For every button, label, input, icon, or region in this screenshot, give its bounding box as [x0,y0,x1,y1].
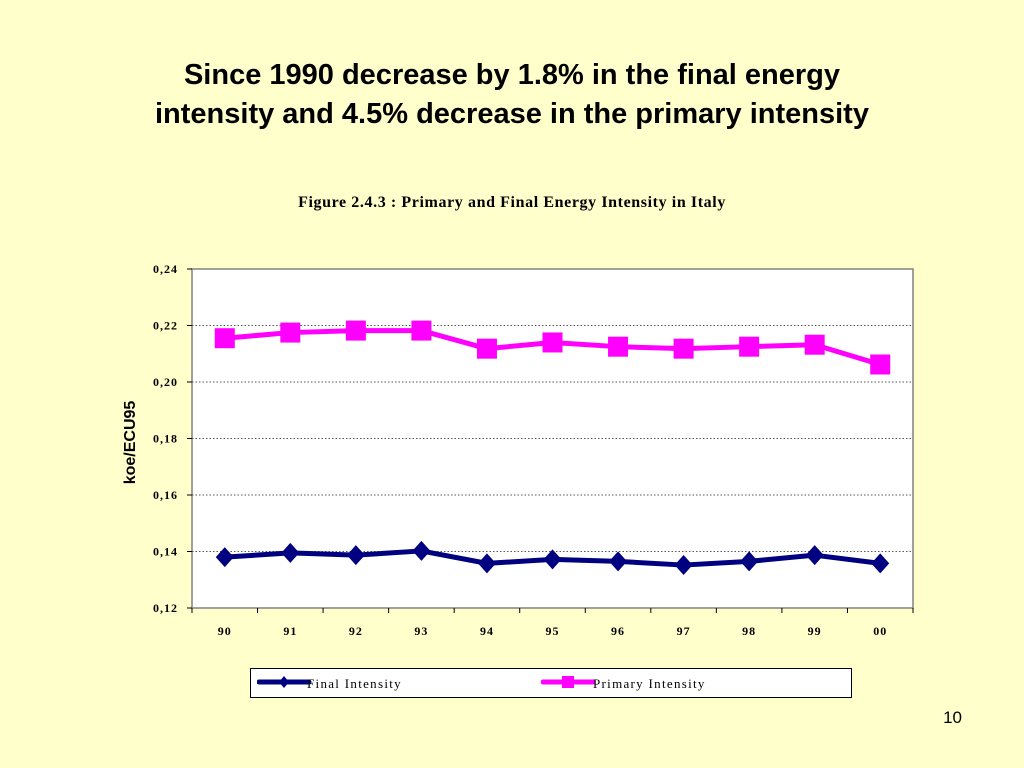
data-point-primary [280,322,301,343]
x-tick-label: 99 [808,624,822,638]
y-axis-label: koe/ECU95 [122,401,139,485]
x-tick-label: 96 [611,624,625,638]
data-point-final [281,542,300,563]
page-number: 10 [943,708,962,727]
y-tick-label: 0,18 [153,432,178,446]
data-point-primary [870,354,891,375]
data-point-final [346,545,365,566]
slide-title: Since 1990 decrease by 1.8% in the final… [40,56,984,134]
slide-title-line-2: intensity and 4.5% decrease in the prima… [155,98,869,130]
y-tick-label: 0,22 [153,319,178,333]
data-point-final [805,545,824,566]
x-tick-label: 94 [480,624,494,638]
data-point-primary [411,320,432,341]
figure-title: Figure 2.4.3 : Primary and Final Energy … [298,194,726,211]
y-tick-label: 0,12 [153,601,178,615]
data-point-final [215,547,234,568]
data-point-primary [608,336,629,357]
y-tick-label: 0,20 [153,375,178,389]
legend-swatch-primary [541,676,596,688]
y-tick-label: 0,14 [153,545,178,559]
data-point-primary [214,328,235,349]
data-point-primary [542,332,563,353]
data-point-primary [673,338,694,359]
data-point-final [740,551,759,572]
data-point-final [543,549,562,570]
data-point-final [674,555,693,576]
x-tick-label: 00 [873,624,887,638]
x-tick-label: 98 [742,624,756,638]
x-tick-label: 92 [349,624,363,638]
data-point-final [477,553,496,574]
data-point-primary [739,336,760,357]
y-tick-label: 0,24 [153,262,178,276]
data-point-final [609,551,628,572]
data-point-final [412,540,431,561]
x-tick-label: 90 [218,624,232,638]
slide-title-line-1: Since 1990 decrease by 1.8% in the final… [183,59,841,91]
x-tick-label: 91 [283,624,297,638]
legend-swatch-final [257,676,312,688]
data-point-final [871,553,890,574]
x-tick-label: 93 [414,624,428,638]
data-point-primary [804,334,825,355]
x-tick-label: 97 [677,624,691,638]
legend-label-primary: Primary Intensity [593,676,706,691]
x-tick-label: 95 [546,624,560,638]
data-point-primary [476,338,497,359]
legend-label-final: Final Intensity [307,676,402,691]
chart-legend: Final Intensity Primary Intensity [250,668,852,698]
y-tick-label: 0,16 [153,488,178,502]
data-point-primary [345,320,366,341]
